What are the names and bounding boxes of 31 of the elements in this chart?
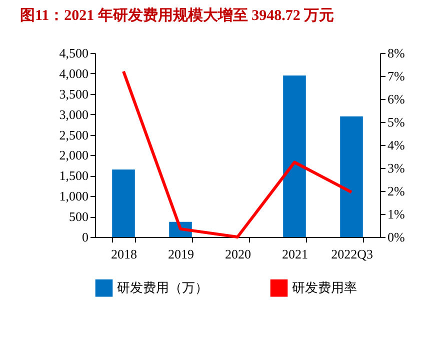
bar bbox=[340, 116, 363, 237]
y-tick-label: 2,000 bbox=[59, 148, 88, 163]
line-series bbox=[122, 70, 353, 238]
y2-tick-label: 8% bbox=[388, 46, 405, 60]
y-tick-label: 500 bbox=[69, 209, 88, 224]
y-tick-label: 3,500 bbox=[59, 86, 88, 102]
y-tick-label: 2,500 bbox=[59, 127, 88, 142]
bar bbox=[283, 75, 306, 237]
y2-tick-label: 5% bbox=[388, 114, 405, 130]
x-tick-label: 2018 bbox=[111, 246, 137, 262]
y2-tick-label: 4% bbox=[388, 138, 405, 152]
chart-title: 图11：2021 年研发费用规模大增至 3948.72 万元 bbox=[20, 7, 334, 24]
legend-label: 研发费用（万） bbox=[117, 280, 208, 296]
x-tick-label: 2022Q3 bbox=[331, 246, 373, 262]
y2-tick-label: 2% bbox=[388, 184, 405, 198]
y2-tick-label: 0% bbox=[388, 230, 405, 244]
x-tick-label: 2021 bbox=[282, 246, 308, 262]
x-tick-label: 2019 bbox=[168, 246, 194, 262]
y-tick-label: 4,000 bbox=[59, 66, 88, 81]
y-tick-label: 1,000 bbox=[59, 188, 88, 204]
y-tick-label: 1,500 bbox=[59, 168, 88, 184]
y2-tick-label: 3% bbox=[388, 160, 405, 176]
y-tick-label: 4,500 bbox=[59, 46, 88, 60]
y-tick-label: 0 bbox=[82, 230, 88, 244]
y2-tick-label: 7% bbox=[388, 68, 405, 84]
bar bbox=[112, 170, 135, 237]
y-tick-label: 3,000 bbox=[59, 106, 88, 122]
y2-tick-label: 1% bbox=[388, 206, 405, 222]
x-tick-label: 2020 bbox=[225, 246, 251, 262]
y2-tick-label: 6% bbox=[388, 92, 405, 106]
legend-label: 研发费用率 bbox=[292, 280, 357, 296]
